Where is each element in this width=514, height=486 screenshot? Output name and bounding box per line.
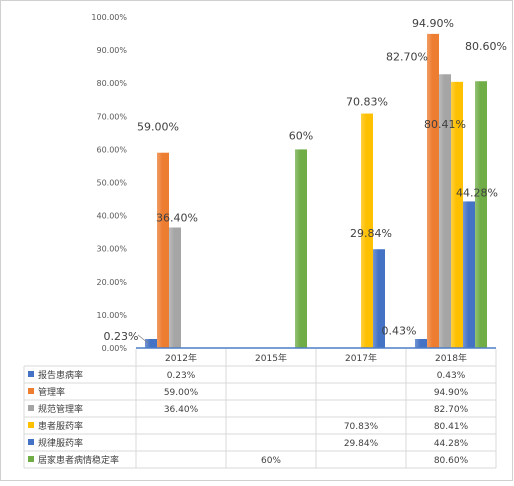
table-cell: 0.23% xyxy=(167,371,196,381)
legend-key xyxy=(28,371,34,377)
series-name: 患者服药率 xyxy=(38,420,83,432)
series-name: 规律服药率 xyxy=(38,437,83,449)
y-tick-label: 80.00% xyxy=(96,79,127,88)
data-label: 82.70% xyxy=(386,50,428,63)
series-name: 规范管理率 xyxy=(38,403,83,415)
table-column-header: 2015年 xyxy=(255,352,287,364)
data-label: 0.43% xyxy=(382,325,417,338)
table-cell: 60% xyxy=(261,456,281,466)
table-cell: 80.41% xyxy=(434,422,469,432)
data-label: 70.83% xyxy=(346,96,388,109)
table-cell: 0.43% xyxy=(437,371,466,381)
data-label: 59.00% xyxy=(137,121,179,134)
y-tick-label: 90.00% xyxy=(96,46,127,55)
data-label: 36.40% xyxy=(156,212,198,225)
bar xyxy=(451,81,463,349)
series-name: 居家患者病情稳定率 xyxy=(38,454,119,466)
data-label: 29.84% xyxy=(350,227,392,240)
table-column-header: 2018年 xyxy=(435,352,467,364)
table-column-header: 2017年 xyxy=(345,352,377,364)
y-tick-label: 50.00% xyxy=(96,179,127,188)
y-tick-label: 0.00% xyxy=(102,344,128,353)
table-cell: 94.90% xyxy=(434,388,469,398)
table-column-header: 2012年 xyxy=(165,352,197,364)
bar xyxy=(427,33,439,348)
legend-key xyxy=(28,456,34,462)
y-tick-label: 60.00% xyxy=(96,145,127,154)
table-cell: 36.40% xyxy=(164,405,199,415)
table-cell: 80.60% xyxy=(434,456,469,466)
legend-key xyxy=(28,388,34,394)
leader-line xyxy=(137,334,149,344)
y-tick-label: 30.00% xyxy=(96,245,127,254)
bar xyxy=(373,249,385,348)
data-label: 80.41% xyxy=(424,118,466,131)
bar xyxy=(463,201,475,348)
data-label: 80.60% xyxy=(465,40,507,53)
y-tick-label: 70.00% xyxy=(96,112,127,121)
legend-key xyxy=(28,422,34,428)
bar xyxy=(169,227,181,348)
legend-key xyxy=(28,405,34,411)
table-cell: 70.83% xyxy=(344,422,379,432)
table-cell: 44.28% xyxy=(434,439,469,449)
y-tick-label: 40.00% xyxy=(96,212,127,221)
legend-key xyxy=(28,439,34,445)
y-tick-label: 10.00% xyxy=(96,311,127,320)
y-tick-label: 100.00% xyxy=(91,13,127,22)
y-tick-label: 20.00% xyxy=(96,278,127,287)
table-cell: 59.00% xyxy=(164,388,199,398)
data-label: 94.90% xyxy=(412,17,454,30)
bar xyxy=(295,149,307,348)
data-label: 60% xyxy=(289,129,313,142)
series-name: 报告患病率 xyxy=(38,369,83,381)
bar xyxy=(415,339,427,348)
table-cell: 29.84% xyxy=(344,439,379,449)
table-cell: 82.70% xyxy=(434,405,469,415)
bar xyxy=(361,113,373,348)
bar xyxy=(475,81,487,349)
data-label: 0.23% xyxy=(104,330,139,343)
series-name: 管理率 xyxy=(38,386,65,398)
bar xyxy=(157,152,169,348)
data-label: 44.28% xyxy=(456,186,498,199)
bar xyxy=(145,339,157,348)
bar xyxy=(439,74,451,348)
